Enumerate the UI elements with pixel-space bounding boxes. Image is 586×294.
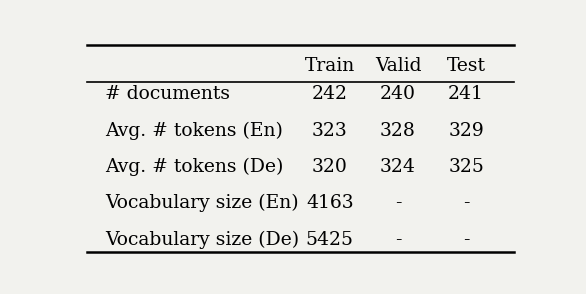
Text: -: -: [395, 231, 401, 249]
Text: 4163: 4163: [306, 194, 354, 212]
Text: Test: Test: [447, 57, 486, 75]
Text: Vocabulary size (De): Vocabulary size (De): [105, 230, 299, 249]
Text: 329: 329: [448, 121, 484, 140]
Text: Avg. # tokens (En): Avg. # tokens (En): [105, 121, 283, 140]
Text: Valid: Valid: [374, 57, 421, 75]
Text: 328: 328: [380, 121, 416, 140]
Text: -: -: [463, 231, 469, 249]
Text: 325: 325: [448, 158, 484, 176]
Text: 5425: 5425: [306, 231, 354, 249]
Text: Vocabulary size (En): Vocabulary size (En): [105, 194, 299, 213]
Text: Train: Train: [305, 57, 355, 75]
Text: 324: 324: [380, 158, 416, 176]
Text: 240: 240: [380, 85, 416, 103]
Text: Avg. # tokens (De): Avg. # tokens (De): [105, 158, 284, 176]
Text: 323: 323: [312, 121, 347, 140]
Text: 242: 242: [312, 85, 348, 103]
Text: -: -: [463, 194, 469, 212]
Text: # documents: # documents: [105, 85, 230, 103]
Text: 320: 320: [312, 158, 347, 176]
Text: 241: 241: [448, 85, 484, 103]
Text: -: -: [395, 194, 401, 212]
